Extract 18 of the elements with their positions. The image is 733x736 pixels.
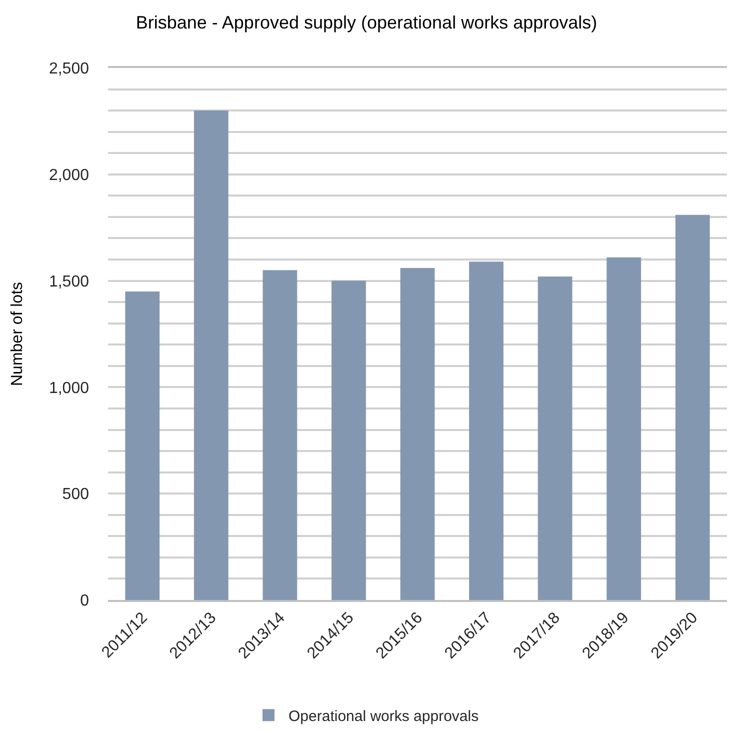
y-tick-label: 500: [62, 486, 90, 504]
bar: [469, 262, 504, 600]
legend-label: Operational works approvals: [288, 708, 479, 725]
bar: [125, 291, 160, 600]
bar: [400, 268, 435, 600]
bar: [194, 110, 228, 600]
bar: [606, 257, 642, 600]
chart-title: Brisbane - Approved supply (operational works approvals): [136, 12, 598, 32]
bar: [675, 214, 710, 600]
bar: [332, 280, 366, 600]
y-tick-label: 0: [80, 592, 90, 610]
y-tick-label: 2,000: [48, 167, 90, 184]
y-tick-label: 1,000: [48, 380, 90, 397]
bar: [538, 276, 572, 600]
y-axis-title: Number of lots: [8, 282, 26, 386]
y-tick-label: 2,500: [48, 60, 90, 78]
y-tick-label: 1,500: [48, 273, 90, 290]
bar: [262, 270, 298, 600]
